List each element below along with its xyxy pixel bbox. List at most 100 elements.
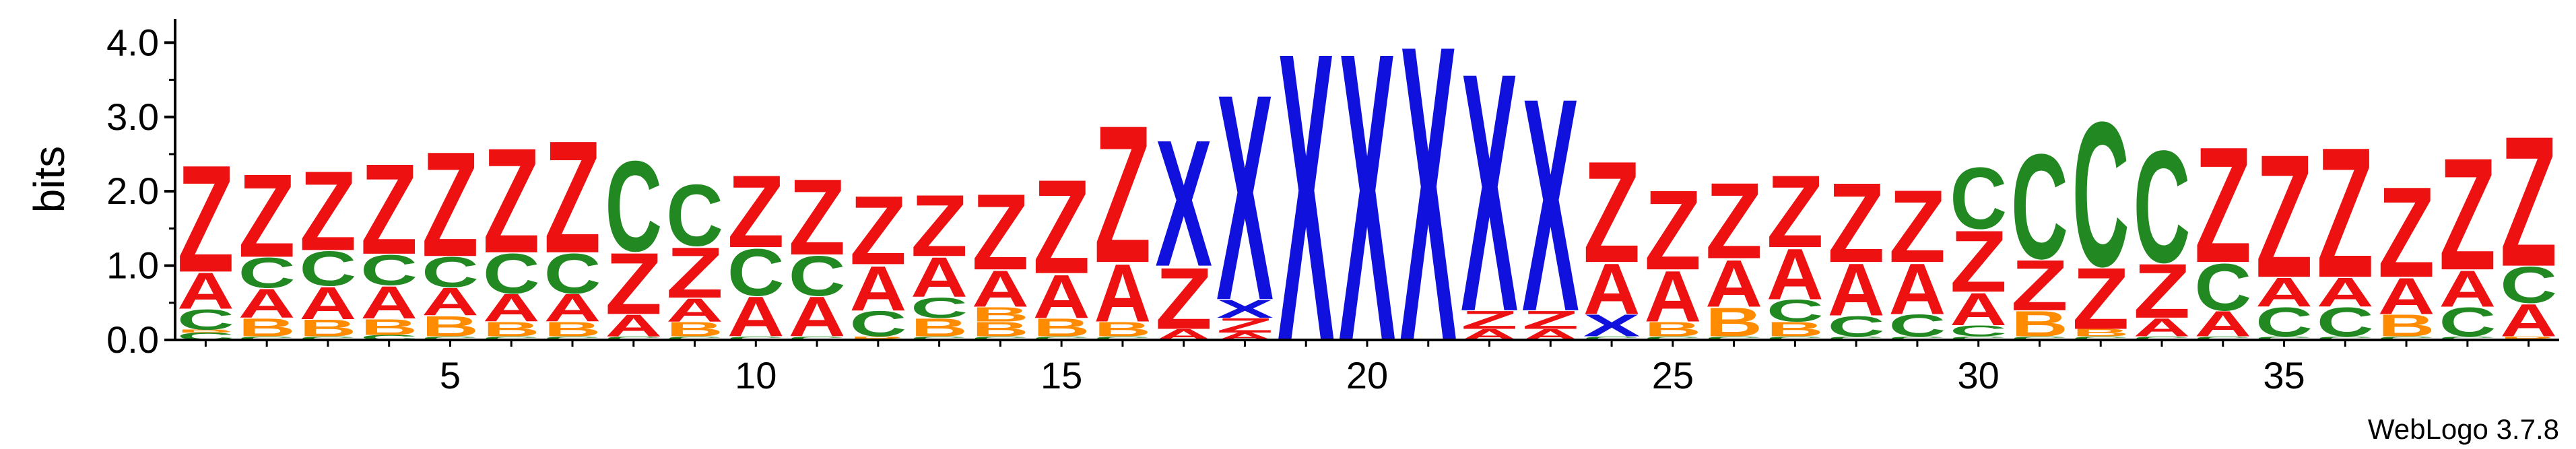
logo-glyph-z: Z: [544, 108, 601, 287]
logo-glyph-c: C: [483, 335, 540, 341]
logo-glyph-a: A: [300, 277, 357, 329]
logo-glyph-z: Z: [2500, 98, 2557, 306]
logo-glyph-b: B: [1766, 318, 1824, 341]
logo-glyph-c: C: [360, 246, 418, 294]
logo-glyph-c: C: [727, 235, 785, 310]
x-ticks: 5 10 15 20 25 30 35: [204, 340, 2530, 396]
logo-glyph-a: A: [605, 308, 662, 343]
logo-glyph-a: A: [422, 280, 479, 324]
y-axis-label: bits: [25, 146, 73, 213]
logo-glyph-z: Z: [483, 117, 540, 284]
logo-glyph-c: C: [2134, 116, 2191, 296]
logo-glyph-c: C: [2439, 299, 2496, 345]
logo-glyph-c: C: [2500, 256, 2557, 314]
logo-glyph-a: A: [911, 245, 968, 309]
weblogo-credit: WebLogo 3.7.8: [2368, 413, 2559, 445]
logo-glyph-b: B: [972, 303, 1029, 326]
logo-glyph-z: Z: [1889, 169, 1946, 284]
logo-glyph-c: C: [1094, 335, 1152, 341]
logo-glyph-b: B: [238, 313, 296, 342]
logo-glyph-z: Z: [300, 147, 357, 274]
logo-glyphs: CBCAZCBACZCBACZCBACZCBACZCBACZCBACZCAZCC…: [177, 0, 2557, 430]
logo-glyph-z: Z: [238, 149, 296, 282]
logo-glyph-z: Z: [666, 233, 723, 313]
x-tick-label: 30: [1958, 354, 2000, 396]
logo-glyph-b: B: [483, 318, 540, 341]
logo-glyph-z: Z: [605, 234, 662, 333]
logo-glyph-c: C: [972, 335, 1029, 341]
logo-glyph-c: C: [2134, 335, 2191, 341]
logo-glyph-c: C: [1766, 335, 1824, 341]
logo-glyph-c: C: [666, 335, 723, 341]
logo-glyph-b: B: [666, 318, 723, 341]
logo-glyph-a: A: [1033, 263, 1090, 331]
logo-glyph-c: C: [911, 335, 968, 341]
x-tick-label: 10: [735, 354, 777, 396]
logo-glyph-c: C: [483, 242, 540, 306]
logo-glyph-z: Z: [1950, 212, 2007, 310]
logo-glyph-c: C: [911, 291, 968, 324]
logo-glyph-a: A: [849, 252, 906, 324]
logo-glyph-a: A: [1705, 246, 1762, 322]
logo-glyph-c: C: [2317, 335, 2374, 341]
logo-glyph-z: Z: [911, 176, 968, 275]
logo-glyph-x: X: [1583, 308, 1641, 343]
logo-glyph-b: B: [1033, 313, 1090, 342]
logo-glyph-z: Z: [1828, 159, 1885, 286]
logo-glyph-c: C: [1766, 293, 1824, 329]
logo-glyph-a: A: [2194, 304, 2251, 344]
logo-glyph-a: A: [789, 285, 846, 349]
logo-glyph-a: A: [1889, 248, 1946, 329]
logo-glyph-z: Z: [789, 156, 846, 277]
logo-glyph-c: C: [360, 333, 418, 341]
logo-glyph-c: C: [1889, 308, 1946, 343]
logo-glyph-c: C: [422, 248, 479, 297]
logo-glyph-c: C: [177, 304, 234, 336]
logo-glyph-c: C: [544, 335, 601, 341]
logo-glyph-a: A: [1583, 248, 1641, 329]
logo-glyph-b: B: [1705, 299, 1762, 345]
logo-glyph-a: A: [177, 263, 234, 320]
logo-glyph-a: A: [972, 260, 1029, 318]
logo-glyph-c: C: [605, 335, 662, 341]
logo-glyph-z: Z: [2378, 161, 2435, 304]
logo-glyph-z: Z: [1155, 249, 1212, 347]
logo-glyph-b: B: [177, 329, 234, 333]
logo-glyph-c: C: [1583, 335, 1641, 341]
logo-glyph-a: A: [1644, 256, 1701, 337]
logo-glyph-z: Z: [1583, 131, 1641, 293]
logo-glyph-b: B: [911, 313, 968, 342]
logo-glyph-c: C: [2194, 335, 2251, 341]
logo-glyph-c: C: [1889, 335, 1946, 341]
logo-glyph-z: Z: [2255, 118, 2313, 314]
y-ticks: 0.0 1.0 2.0 3.0 4.0: [106, 21, 175, 361]
logo-glyph-c: C: [605, 134, 662, 279]
logo-glyph-c: C: [2011, 335, 2068, 341]
logo-glyph-b: B: [849, 335, 906, 341]
logo-glyph-z: Z: [2134, 248, 2191, 335]
logo-glyph-c: C: [2255, 335, 2313, 341]
logo-glyph-x: X: [1216, 294, 1274, 323]
logo-glyph-a: A: [2317, 269, 2374, 316]
logo-glyph-z: Z: [2011, 246, 2068, 326]
logo-glyph-x: X: [1216, 34, 1274, 362]
logo-glyph-c: C: [666, 167, 723, 265]
logo-glyph-c: C: [2255, 299, 2313, 345]
logo-glyph-b: B: [544, 318, 601, 341]
y-tick-label: 0.0: [106, 318, 159, 361]
logo-glyph-x: X: [1522, 35, 1579, 375]
x-tick-label: 35: [2263, 354, 2305, 396]
logo-glyph-z: Z: [849, 176, 906, 285]
logo-glyph-c: C: [2194, 250, 2251, 325]
logo-glyph-c: C: [1950, 150, 2007, 248]
logo-glyph-z: Z: [727, 154, 785, 269]
logo-glyph-b: B: [300, 315, 357, 341]
x-tick-label: 15: [1041, 354, 1082, 396]
logo-glyph-a: A: [360, 277, 418, 329]
x-tick-label: 25: [1652, 354, 1694, 396]
logo-glyph-a: A: [1828, 249, 1885, 332]
logo-glyph-x: X: [1339, 0, 1396, 427]
logo-glyph-z: Z: [2194, 114, 2251, 298]
logo-glyph-z: Z: [1461, 306, 1518, 335]
logo-glyph-b: B: [1094, 318, 1152, 341]
